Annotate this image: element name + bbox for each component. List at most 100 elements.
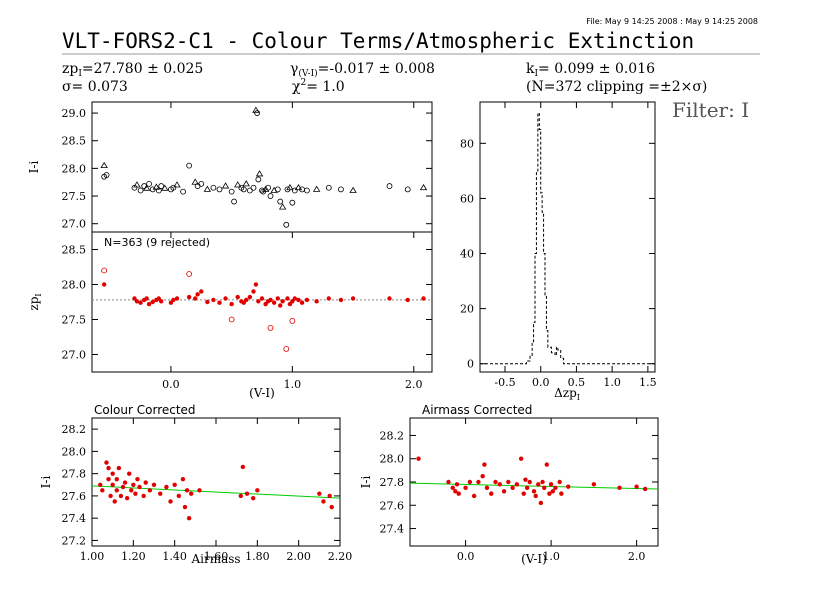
colour-point: [158, 491, 163, 496]
airmass-point: [550, 489, 556, 494]
zp-point: [405, 297, 410, 303]
colour-point: [135, 477, 140, 482]
zp-point: [278, 303, 283, 308]
zp-point: [146, 301, 152, 307]
hist-ytick-label: 0: [467, 358, 474, 371]
zp-point: [211, 297, 216, 303]
colour-point: [129, 488, 134, 493]
colour-point: [104, 460, 109, 465]
colour-point: [124, 495, 130, 501]
hist-ytick-label: 80: [460, 137, 474, 150]
hist-xtick-label: 1.0: [603, 376, 621, 389]
stat-sigma: σ= 0.073: [62, 79, 128, 95]
zp-point: [134, 299, 140, 304]
colour-point: [327, 493, 332, 499]
colour-point: [180, 477, 186, 482]
colour-xtick-label: 2.20: [328, 550, 353, 563]
colour-xtick-label: 2.00: [286, 550, 311, 563]
colour-point: [147, 488, 153, 493]
hist-xtick-label: 1.5: [639, 376, 657, 389]
raw-point-triangle: [252, 106, 260, 113]
raw-point-circle: [283, 221, 290, 228]
airmass-point: [547, 491, 552, 496]
raw-point-circle: [180, 188, 186, 195]
zp-point: [256, 299, 261, 304]
airmass-point: [480, 473, 485, 479]
zp-ytick-label: 27.0: [62, 349, 87, 362]
raw-ytick-label: 27.5: [62, 190, 87, 203]
colour-point: [189, 491, 194, 496]
hist-xtick-label: -0.5: [494, 376, 515, 389]
raw-ytick-label: 27.0: [62, 218, 87, 231]
raw-point-circle: [170, 184, 177, 191]
airmass-ytick-label: 28.2: [380, 429, 405, 442]
zp-point: [193, 296, 198, 301]
colour-ytick-label: 28.2: [62, 423, 87, 436]
airmass-point: [542, 485, 547, 491]
zp-point: [144, 296, 149, 301]
raw-point-circle: [210, 184, 217, 191]
raw-point-circle: [289, 199, 296, 206]
hist-ytick-label: 20: [460, 303, 474, 316]
airmass-point: [524, 485, 530, 491]
colour-point: [127, 471, 132, 476]
airmass-ylabel: I-i: [359, 476, 373, 489]
hist-xtick-label: 0.5: [568, 376, 586, 389]
raw-point-circle: [259, 187, 265, 194]
zp-rejected-point: [101, 267, 108, 274]
airmass-point: [450, 485, 455, 491]
zp-point: [186, 294, 192, 300]
raw-point-circle: [231, 198, 237, 205]
raw-point-circle: [198, 180, 205, 187]
colour-xtick-label: 1.00: [80, 550, 105, 563]
colour-point: [317, 491, 322, 496]
raw-point-triangle: [419, 183, 428, 191]
raw-point-circle: [274, 186, 281, 193]
raw-point-triangle: [133, 181, 141, 188]
raw-ytick-label: 29.0: [62, 107, 87, 120]
raw-point-circle: [131, 184, 138, 191]
raw-point-triangle: [312, 185, 321, 192]
airmass-point: [538, 500, 544, 506]
raw-point-circle: [325, 184, 332, 191]
airmass-point: [454, 482, 460, 487]
stat-n-clipping: (N=372 clipping =±2×σ): [526, 79, 707, 95]
airmass-point: [416, 456, 421, 461]
zp-panel-frame: [91, 231, 433, 373]
colour-point: [186, 515, 192, 521]
airmass-title: Airmass Corrected: [422, 403, 532, 417]
airmass-point: [617, 485, 622, 491]
stat-zp: zpI=27.780 ± 0.025: [62, 61, 203, 79]
colour-point: [98, 482, 103, 487]
colour-fit-line: [91, 485, 341, 499]
airmass-point: [501, 489, 507, 494]
raw-point-circle: [146, 180, 152, 187]
airmass-point: [523, 477, 528, 482]
zp-point: [304, 297, 310, 303]
colour-xtick-label: 1.80: [245, 550, 270, 563]
airmass-point: [476, 479, 481, 485]
raw-point-circle: [304, 187, 310, 194]
colour-xtick-label: 1.20: [121, 550, 146, 563]
zp-point: [314, 299, 319, 304]
colour-point: [108, 493, 113, 499]
airmass-point: [514, 482, 520, 487]
stat-k: kI= 0.099 ± 0.016: [526, 61, 655, 79]
zp-point: [223, 296, 228, 301]
colour-point: [116, 465, 122, 471]
zp-point: [296, 297, 301, 303]
raw-ylabel: I-i: [27, 161, 41, 174]
airmass-point: [536, 482, 541, 487]
colour-point: [120, 484, 126, 490]
colour-xlabel: Airmass: [190, 552, 240, 566]
colour-ytick-label: 27.4: [62, 512, 87, 525]
colour-point: [122, 480, 128, 485]
airmass-point: [493, 479, 498, 485]
airmass-ytick-label: 27.4: [380, 523, 405, 536]
colour-point: [251, 495, 256, 501]
raw-point-circle: [386, 183, 393, 189]
colour-point: [184, 488, 190, 493]
zp-point: [195, 292, 200, 297]
zp-point: [138, 300, 143, 305]
hist-step-line: [480, 112, 655, 365]
